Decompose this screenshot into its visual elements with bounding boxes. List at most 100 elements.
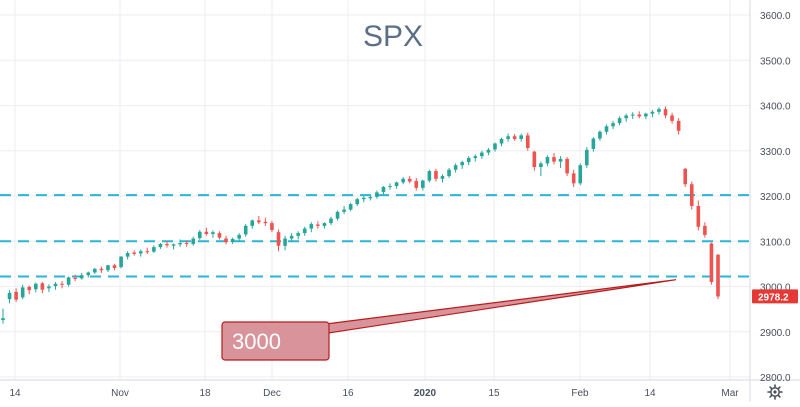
candle-body xyxy=(1,318,5,320)
price-tick-label: 3100.0 xyxy=(760,237,791,248)
candle xyxy=(611,120,615,130)
candle-body xyxy=(276,232,281,246)
candle-body xyxy=(696,205,701,227)
candle-body xyxy=(683,168,688,185)
candle xyxy=(263,217,268,226)
callout-label: 3000 xyxy=(232,329,281,354)
price-tick-label: 3000.0 xyxy=(760,283,791,294)
candle-body xyxy=(243,225,248,235)
gear-icon[interactable] xyxy=(767,384,783,400)
candle-body xyxy=(7,292,12,300)
candle-body xyxy=(394,182,399,187)
candle-body xyxy=(171,244,176,246)
candle xyxy=(309,222,314,233)
candle-body xyxy=(342,209,346,212)
candle xyxy=(447,167,451,178)
candle-body xyxy=(670,115,674,121)
candle xyxy=(106,264,110,273)
candle xyxy=(178,239,182,247)
candle xyxy=(525,132,530,151)
candle xyxy=(257,215,261,225)
candle-body xyxy=(145,251,150,253)
candle-body xyxy=(309,224,314,229)
time-tick-label: 15 xyxy=(488,388,500,399)
time-tick-label: 2020 xyxy=(414,388,437,399)
candle xyxy=(460,160,464,169)
candle-body xyxy=(27,286,32,291)
candle xyxy=(545,155,550,167)
candle xyxy=(565,157,569,177)
candle-body xyxy=(329,218,333,224)
candle xyxy=(99,266,104,273)
candle xyxy=(617,116,622,126)
candle xyxy=(197,229,202,240)
candle xyxy=(552,153,556,165)
price-tick-label: 3600.0 xyxy=(760,11,791,22)
candle xyxy=(598,130,602,141)
candle xyxy=(624,113,628,122)
candle xyxy=(335,210,340,221)
candle-body xyxy=(466,157,471,163)
candle xyxy=(27,285,32,295)
chart-title: SPX xyxy=(363,20,423,53)
candle xyxy=(650,110,655,118)
candle xyxy=(138,249,143,257)
candle xyxy=(60,281,64,289)
candle xyxy=(217,231,222,240)
candle xyxy=(250,219,255,229)
candle-body xyxy=(558,158,563,162)
candle xyxy=(427,169,432,183)
candle xyxy=(644,112,648,120)
time-tick-label: 18 xyxy=(199,388,211,399)
candle-body xyxy=(401,178,405,183)
candle-body xyxy=(335,211,340,219)
candle-body xyxy=(630,114,635,116)
price-tick-label: 3200.0 xyxy=(760,192,791,203)
candle-body xyxy=(375,192,379,197)
price-tick-label: 3400.0 xyxy=(760,102,791,113)
candle-body xyxy=(14,291,18,300)
candle xyxy=(578,163,583,186)
candle-body xyxy=(152,247,156,252)
callout-box[interactable] xyxy=(221,321,330,361)
time-tick-label: Mar xyxy=(721,388,739,399)
candle-body xyxy=(178,243,182,245)
candle-body xyxy=(237,234,241,239)
candle-body xyxy=(217,233,222,238)
candle-body xyxy=(565,158,569,174)
candle xyxy=(637,111,642,119)
candle-body xyxy=(519,135,524,139)
candle-body xyxy=(486,149,491,153)
candle xyxy=(663,106,668,119)
candle xyxy=(348,202,353,212)
candle-body xyxy=(440,176,445,179)
candle xyxy=(375,190,379,199)
candle xyxy=(86,271,91,278)
candle-body xyxy=(361,197,366,200)
time-tick-label: Nov xyxy=(111,388,129,399)
candle xyxy=(591,137,596,152)
candle xyxy=(480,150,484,159)
candle xyxy=(79,272,84,280)
candle xyxy=(716,253,720,300)
candle-body xyxy=(316,224,320,226)
candle xyxy=(539,161,543,177)
candle xyxy=(401,176,405,185)
candle-body xyxy=(657,109,661,112)
candle xyxy=(493,142,497,152)
last-price-label: 2978.2 xyxy=(758,292,789,303)
candle-body xyxy=(578,165,583,184)
candle-body xyxy=(552,157,556,162)
candle-body xyxy=(355,199,360,205)
candle-body xyxy=(79,275,84,279)
candle xyxy=(119,256,123,269)
candle-body xyxy=(289,235,294,239)
candle xyxy=(506,133,510,142)
price-tick-label: 2800.0 xyxy=(760,373,791,384)
candle-body xyxy=(663,109,668,116)
candle xyxy=(519,133,524,142)
candle-body xyxy=(388,186,392,188)
candle-body xyxy=(703,225,707,235)
candle xyxy=(276,229,281,252)
candle xyxy=(152,245,156,254)
